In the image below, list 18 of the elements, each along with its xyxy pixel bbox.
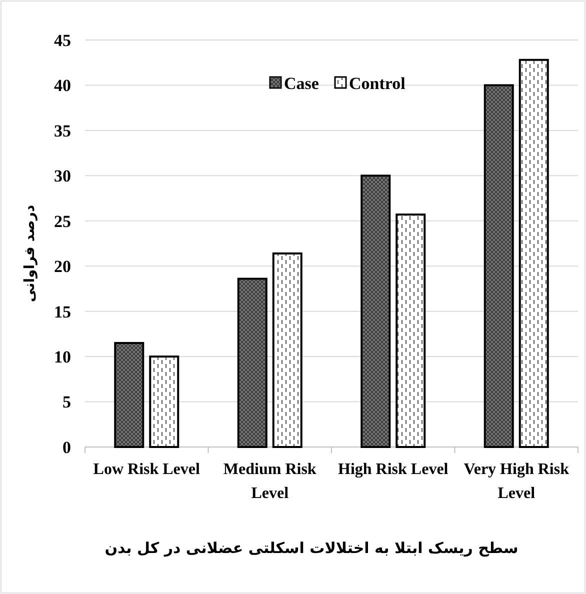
legend-label: Case	[284, 74, 320, 93]
x-tick-label: High Risk Level	[338, 461, 449, 478]
y-axis-title: درصد فراوانی	[22, 204, 38, 302]
y-tick-label: 10	[54, 348, 71, 367]
legend-label: Control	[349, 74, 406, 93]
y-tick-label: 40	[54, 76, 71, 96]
y-tick-label: 15	[54, 302, 71, 322]
x-tick-label: Low Risk Level	[93, 461, 201, 478]
y-tick-label: 0	[62, 438, 71, 457]
x-axis-title: سطح ریسک ابتلا به اختلالات اسکلتی عضلانی در کل بدن	[104, 539, 518, 557]
x-tick-label: Medium Risk Level	[223, 461, 316, 502]
y-tick-label: 5	[62, 392, 71, 412]
y-tick-label: 30	[54, 166, 71, 186]
y-tick-label: 45	[54, 30, 71, 50]
y-tick-label: 25	[54, 212, 71, 231]
y-tick-label: 35	[54, 121, 71, 140]
x-tick-label: Very High Risk Level	[464, 461, 570, 502]
y-tick-label: 20	[54, 257, 71, 276]
